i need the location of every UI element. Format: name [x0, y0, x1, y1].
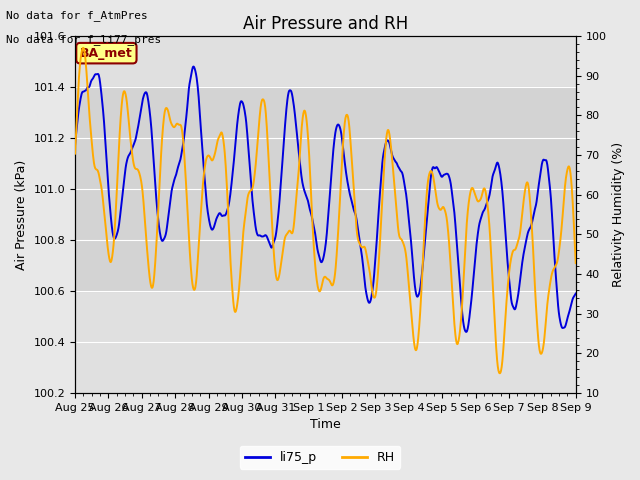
- Text: No data for f_AtmPres: No data for f_AtmPres: [6, 10, 148, 21]
- Title: Air Pressure and RH: Air Pressure and RH: [243, 15, 408, 33]
- Text: BA_met: BA_met: [80, 47, 132, 60]
- Text: No data for f_li77_pres: No data for f_li77_pres: [6, 34, 162, 45]
- X-axis label: Time: Time: [310, 419, 340, 432]
- Legend: li75_p, RH: li75_p, RH: [240, 446, 400, 469]
- Y-axis label: Air Pressure (kPa): Air Pressure (kPa): [15, 159, 28, 270]
- Y-axis label: Relativity Humidity (%): Relativity Humidity (%): [612, 142, 625, 287]
- Bar: [75, 87, 576, 291]
